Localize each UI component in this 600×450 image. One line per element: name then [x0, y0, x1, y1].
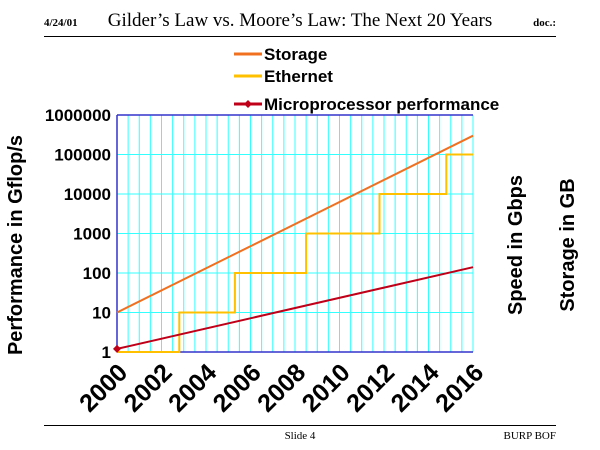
- x-tick-label: 2010: [297, 358, 356, 417]
- series-marker: [113, 344, 121, 353]
- legend-label: Ethernet: [264, 67, 333, 86]
- x-tick-label: 2016: [430, 358, 489, 417]
- legend: Storage Ethernet Microprocessor performanc…: [234, 45, 499, 114]
- right-axis-label-speed: Speed in Gbps: [505, 175, 527, 315]
- y-tick-label: 1000000: [45, 106, 111, 125]
- legend-label: Microprocessor performance: [264, 95, 499, 114]
- y-tick-label: 1000: [73, 225, 111, 244]
- legend-label: Storage: [264, 45, 327, 64]
- footer-divider: [44, 425, 556, 426]
- header-divider: [44, 36, 556, 37]
- legend-marker: [244, 100, 252, 108]
- x-tick-label: 2012: [341, 358, 400, 417]
- x-tick-label: 2006: [208, 358, 267, 417]
- chart: Storage Ethernet Microprocessor performanc…: [5, 45, 579, 418]
- y-tick-label: 100: [83, 264, 111, 283]
- plot-area: 1 10 100 1000 10000 100000 1000000 200020022004…: [45, 106, 489, 418]
- right-axis-label-storage: Storage in GB: [557, 178, 579, 311]
- y-tick-label: 100000: [54, 146, 111, 165]
- header-doc-label: doc.:: [533, 17, 556, 29]
- y-axis-label: Performance in Gflop/s: [5, 135, 27, 355]
- footer-slide-number: Slide 4: [284, 430, 316, 442]
- x-tick-label: 2002: [119, 358, 178, 417]
- y-tick-label: 10: [92, 304, 111, 323]
- footer-org: BURP BOF: [503, 430, 556, 442]
- x-tick-label: 2000: [74, 358, 133, 417]
- x-tick-label: 2014: [386, 358, 445, 417]
- series-line-ethernet: [117, 153, 473, 353]
- series-line-storage: [116, 134, 474, 314]
- x-tick-label: 2004: [163, 358, 222, 417]
- x-tick-label: 2008: [252, 358, 311, 417]
- header-date: 4/24/01: [44, 17, 78, 29]
- slide-title: Gilder’s Law vs. Moore’s Law: The Next 2…: [107, 10, 493, 31]
- y-tick-label: 10000: [64, 185, 111, 204]
- series-line-microprocessor-performance: [116, 266, 474, 350]
- y-tick-label: 1: [102, 343, 111, 362]
